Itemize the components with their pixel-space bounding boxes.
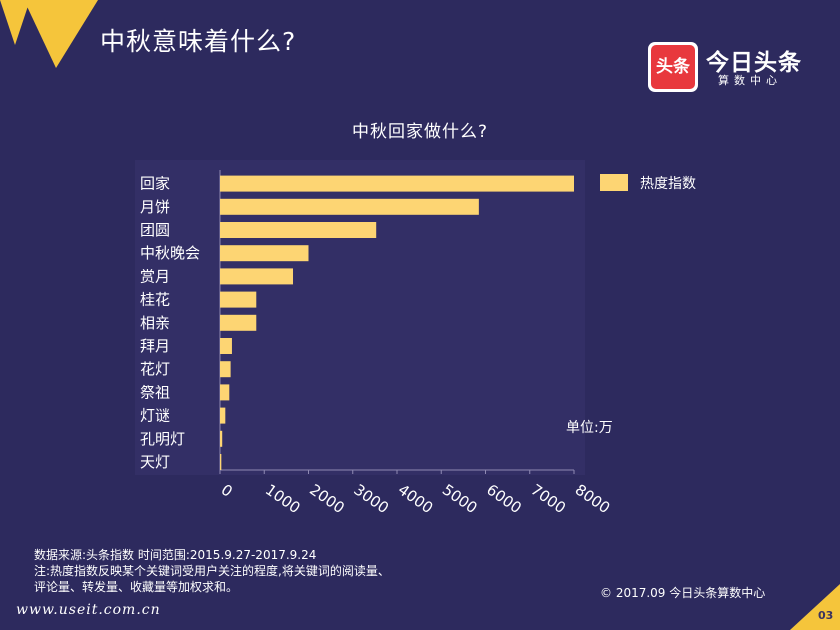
- bar: [220, 245, 309, 262]
- x-tick-label: 3000: [350, 481, 392, 518]
- x-tick-label: 8000: [572, 481, 614, 518]
- legend-label: 热度指数: [640, 176, 696, 192]
- x-tick-label: 6000: [483, 481, 525, 518]
- bar: [220, 454, 222, 470]
- bar: [220, 338, 232, 354]
- data-source-text: 数据来源:头条指数 时间范围:2015.9.27-2017.9.24: [34, 548, 317, 562]
- bar: [220, 430, 223, 447]
- category-label: 花灯: [140, 360, 170, 378]
- category-label: 桂花: [140, 291, 170, 309]
- category-label: 孔明灯: [140, 430, 185, 448]
- page-number-badge: [790, 584, 840, 630]
- bar: [220, 268, 294, 285]
- bar: [220, 407, 226, 424]
- page-number: 03: [818, 609, 834, 622]
- page-title: 中秋意味着什么?: [100, 27, 297, 56]
- x-tick-label: 4000: [395, 481, 437, 518]
- toutiao-logo: 头条 今日头条 算数中心: [648, 42, 808, 94]
- watermark-text: www.useit.com.cn: [16, 602, 161, 618]
- bar: [220, 384, 230, 401]
- logo-name: 今日头条: [706, 50, 802, 76]
- x-tick-label: 7000: [527, 481, 569, 518]
- bar: [220, 222, 377, 238]
- unit-label: 单位:万: [566, 420, 613, 436]
- category-label: 赏月: [140, 267, 170, 285]
- category-label: 团圆: [140, 221, 170, 239]
- bar: [220, 314, 257, 331]
- logo-subtitle: 算数中心: [718, 74, 782, 87]
- category-label: 相亲: [140, 314, 170, 332]
- x-tick-label: 1000: [262, 481, 304, 518]
- bar: [220, 198, 479, 215]
- bar: [220, 361, 231, 378]
- category-label: 天灯: [140, 453, 170, 471]
- x-tick-label: 0: [218, 481, 236, 501]
- category-label: 灯谜: [140, 407, 170, 425]
- logo-badge-text: 头条: [651, 45, 695, 89]
- category-label: 祭祖: [140, 383, 170, 401]
- category-label: 中秋晚会: [140, 244, 200, 262]
- logo-badge: 头条: [648, 42, 698, 92]
- x-tick-label: 2000: [306, 481, 348, 518]
- category-label: 月饼: [140, 198, 170, 216]
- corner-triangles-decoration: [0, 0, 98, 68]
- bar: [220, 291, 257, 308]
- note-line-1: 注:热度指数反映某个关键词受用户关注的程度,将关键词的阅读量、: [34, 564, 390, 578]
- footer-notes: 数据来源:头条指数 时间范围:2015.9.27-2017.9.24 注:热度指…: [34, 547, 390, 595]
- copyright-text: © 2017.09 今日头条算数中心: [600, 586, 766, 600]
- x-tick-label: 5000: [439, 481, 481, 518]
- category-label: 回家: [140, 175, 170, 193]
- note-line-2: 评论量、转发量、收藏量等加权求和。: [34, 580, 239, 594]
- category-label: 拜月: [140, 337, 170, 355]
- legend-swatch: [600, 174, 628, 191]
- chart-title: 中秋回家做什么?: [351, 122, 489, 142]
- bar: [220, 175, 574, 192]
